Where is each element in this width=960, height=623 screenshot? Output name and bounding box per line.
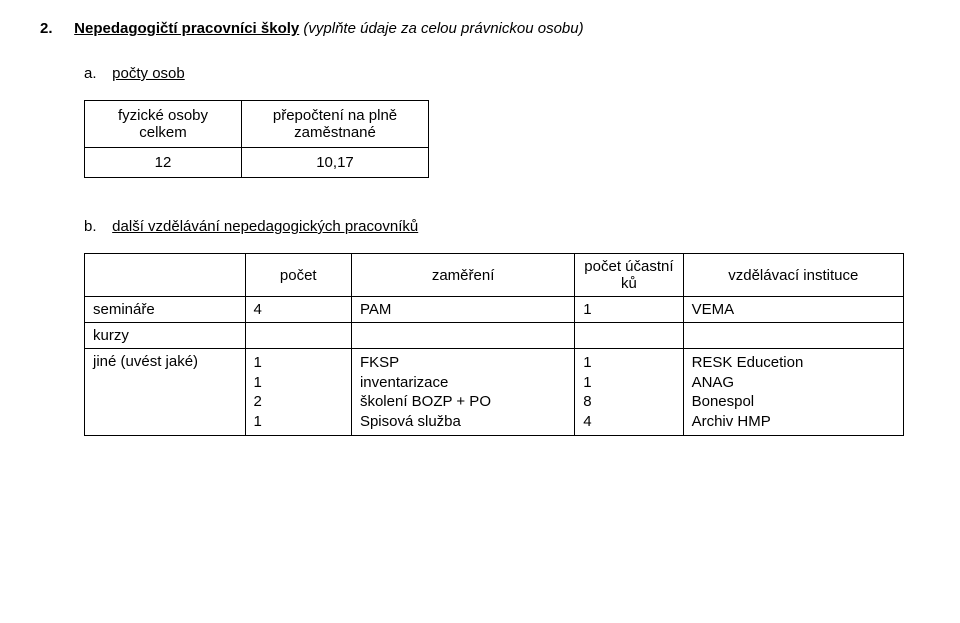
- subsection-a-letter: a.: [84, 65, 108, 82]
- table-counts: fyzické osoby celkem přepočtení na plně …: [84, 100, 429, 178]
- header-text: přepočtení na plně zaměstnané: [260, 107, 410, 141]
- cell-line: Archiv HMP: [692, 412, 895, 432]
- table-cell: 10,17: [242, 148, 429, 178]
- table-cell: 4: [245, 297, 351, 323]
- cell-line: Bonespol: [692, 392, 895, 412]
- subsection-b-title: další vzdělávání nepedagogických pracovn…: [112, 218, 418, 235]
- header-text: fyzické osoby celkem: [103, 107, 223, 141]
- cell-line: 2: [254, 392, 343, 412]
- table-header-cell: přepočtení na plně zaměstnané: [242, 101, 429, 148]
- table-cell: [245, 323, 351, 349]
- section-heading: 2. Nepedagogičtí pracovníci školy (vyplň…: [40, 20, 920, 37]
- table-cell: [575, 323, 683, 349]
- table-cell: 1 1 8 4: [575, 349, 683, 436]
- cell-line: 1: [254, 373, 343, 393]
- cell-line: 1: [583, 373, 674, 393]
- cell-line: 1: [254, 353, 343, 373]
- cell-line: Spisová služba: [360, 412, 566, 432]
- table-cell: RESK Educetion ANAG Bonespol Archiv HMP: [683, 349, 903, 436]
- cell-line: 1: [583, 353, 674, 373]
- table-header-cell: fyzické osoby celkem: [85, 101, 242, 148]
- table-row: 12 10,17: [85, 148, 429, 178]
- table-cell: 12: [85, 148, 242, 178]
- table-row: semináře 4 PAM 1 VEMA: [85, 297, 904, 323]
- subsection-b-heading: b. další vzdělávání nepedagogických prac…: [84, 218, 920, 235]
- cell-line: ANAG: [692, 373, 895, 393]
- table-cell: FKSP inventarizace školení BOZP + PO Spi…: [351, 349, 574, 436]
- table-cell: [683, 323, 903, 349]
- table-row: počet zaměření počet účastní ků vzděláva…: [85, 254, 904, 297]
- table-cell: [351, 323, 574, 349]
- subsection-b-letter: b.: [84, 218, 108, 235]
- table-header-cell: počet: [245, 254, 351, 297]
- cell-line: inventarizace: [360, 373, 566, 393]
- subsection-a-title: počty osob: [112, 65, 185, 82]
- table-cell: 1: [575, 297, 683, 323]
- table-row: jiné (uvést jaké) 1 1 2 1 FKSP inventari…: [85, 349, 904, 436]
- table-cell: VEMA: [683, 297, 903, 323]
- table-header-cell: vzdělávací instituce: [683, 254, 903, 297]
- table-cell: kurzy: [85, 323, 246, 349]
- table-header-cell: zaměření: [351, 254, 574, 297]
- section-title: Nepedagogičtí pracovníci školy: [74, 20, 299, 37]
- table-cell: semináře: [85, 297, 246, 323]
- table-row: fyzické osoby celkem přepočtení na plně …: [85, 101, 429, 148]
- subsection-a-heading: a. počty osob: [84, 65, 920, 82]
- table-cell: jiné (uvést jaké): [85, 349, 246, 436]
- table-training: počet zaměření počet účastní ků vzděláva…: [84, 253, 904, 436]
- section-number: 2.: [40, 20, 70, 37]
- cell-line: 8: [583, 392, 674, 412]
- table-cell: PAM: [351, 297, 574, 323]
- cell-line: 4: [583, 412, 674, 432]
- cell-line: RESK Educetion: [692, 353, 895, 373]
- cell-line: 1: [254, 412, 343, 432]
- section-note: (vyplňte údaje za celou právnickou osobu…: [303, 20, 583, 37]
- table-cell: 1 1 2 1: [245, 349, 351, 436]
- table-header-cell: [85, 254, 246, 297]
- table-row: kurzy: [85, 323, 904, 349]
- cell-line: FKSP: [360, 353, 566, 373]
- cell-line: školení BOZP + PO: [360, 392, 566, 412]
- table-header-cell: počet účastní ků: [575, 254, 683, 297]
